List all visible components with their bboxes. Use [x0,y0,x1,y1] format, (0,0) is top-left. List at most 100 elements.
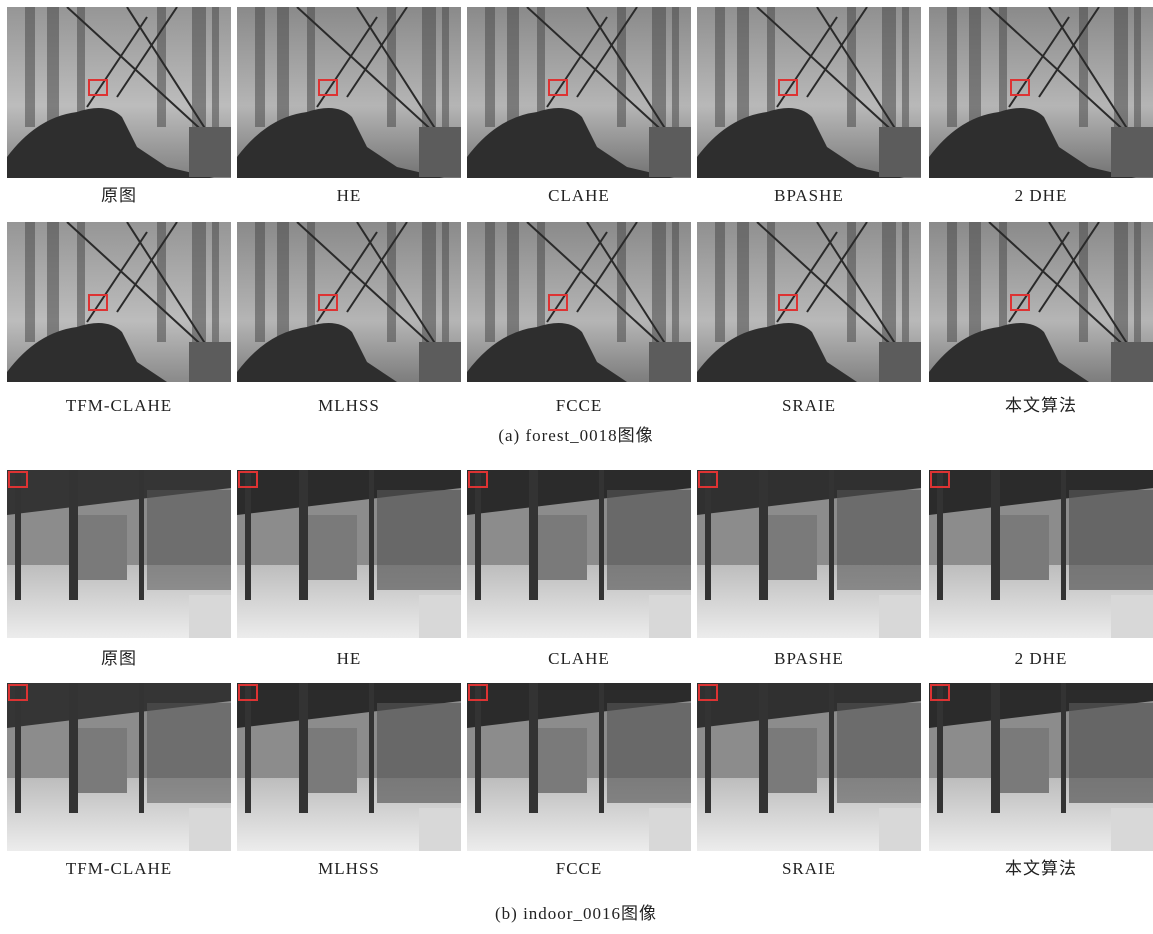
tree-trunk [307,222,315,342]
pillar [69,470,78,600]
pillar [369,470,374,600]
room-wall [537,728,587,793]
figure: 原图HECLAHEBPASHE2 DHETFM-CLAHEMLHSSFCCESR… [0,0,1153,934]
tree-trunk [192,7,206,127]
room-wall [999,515,1049,580]
window-wall [147,703,231,803]
image-label: FCCE [556,396,603,415]
inset [649,342,691,392]
image-label: 2 DHE [1015,186,1068,205]
tree-trunk [652,7,666,127]
image-panel [467,7,691,187]
tree-trunk [902,7,909,127]
tree-trunk [77,222,85,342]
image-panel [467,222,691,402]
tree-trunk [737,7,749,127]
room-wall [767,728,817,793]
image-label: TFM-CLAHE [66,859,172,878]
image-label: FCCE [556,859,603,878]
inset [189,127,231,177]
tree-trunk [537,222,545,342]
tree-trunk [882,222,896,342]
tree-trunk [969,222,981,342]
inset [879,127,921,177]
pillar [369,683,374,813]
inset [419,808,461,853]
image-panel [7,222,231,402]
inset [879,808,921,853]
pillar [991,683,1000,813]
window-wall [377,490,461,590]
room-wall [999,728,1049,793]
window-wall [147,490,231,590]
tree-trunk [715,7,725,127]
image-label: BPASHE [774,186,844,205]
image-panel [237,683,461,863]
image-label: SRAIE [782,396,836,415]
inset [649,127,691,177]
tree-trunk [715,222,725,342]
image-label: BPASHE [774,649,844,668]
pillar [759,470,768,600]
tree-trunk [999,222,1007,342]
image-label: HE [337,186,362,205]
image-panel [697,7,921,187]
room-wall [537,515,587,580]
window-wall [837,703,921,803]
image-panel [237,7,461,187]
pillar [15,683,21,813]
inset [189,342,231,392]
image-panel [237,222,461,402]
room-wall [767,515,817,580]
inset [419,127,461,177]
pillar [991,470,1000,600]
inset [879,595,921,640]
tree-trunk [1114,7,1128,127]
inset [1111,595,1153,640]
inset [1111,808,1153,853]
tree-trunk [672,222,679,342]
image-label: TFM-CLAHE [66,396,172,415]
image-panel [7,683,231,863]
image-label: 原图 [101,649,137,668]
pillar [529,470,538,600]
image-label: MLHSS [318,859,380,878]
inset [189,595,231,640]
tree-trunk [1134,222,1141,342]
tree-trunk [277,7,289,127]
tree-trunk [277,222,289,342]
pillar [599,683,604,813]
panel-caption: (a) forest_0018图像 [498,426,653,445]
tree-trunk [77,7,85,127]
pillar [1061,470,1066,600]
pillar [705,683,711,813]
pillar [15,470,21,600]
window-wall [1069,703,1153,803]
inset [1111,127,1153,177]
tree-trunk [969,7,981,127]
image-panel [697,470,921,650]
image-panel [697,683,921,863]
image-label: MLHSS [318,396,380,415]
image-panel [7,470,231,650]
tree-trunk [212,7,219,127]
inset [649,595,691,640]
tree-trunk [767,7,775,127]
tree-trunk [47,222,59,342]
inset [879,342,921,392]
tree-trunk [25,7,35,127]
image-label: HE [337,649,362,668]
tree-trunk [442,7,449,127]
tree-trunk [1134,7,1141,127]
image-label: 2 DHE [1015,649,1068,668]
tree-trunk [255,7,265,127]
tree-trunk [947,222,957,342]
window-wall [837,490,921,590]
inset [419,342,461,392]
pillar [475,683,481,813]
pillar [599,470,604,600]
window-wall [607,490,691,590]
tree-trunk [999,7,1007,127]
image-panel [929,7,1153,187]
panel-caption: (b) indoor_0016图像 [495,904,657,923]
